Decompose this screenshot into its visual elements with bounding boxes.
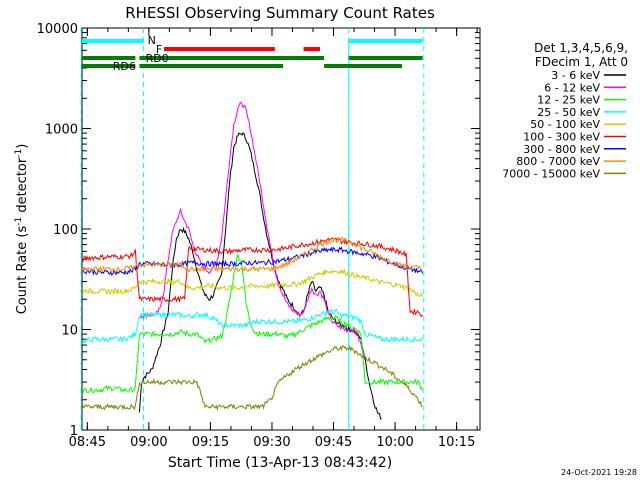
night-markers <box>80 28 425 430</box>
series-line <box>139 101 366 361</box>
legend-label: 12 - 25 keV <box>537 94 600 107</box>
series-line <box>81 237 424 318</box>
series-line <box>81 345 423 411</box>
series-line <box>81 236 423 274</box>
series-line <box>81 268 424 298</box>
y-tick-label: 10000 <box>37 22 78 37</box>
legend-label: 800 - 7000 keV <box>516 155 600 168</box>
y-axis-label: Count Rate (s-1 detector-1) <box>14 144 30 315</box>
series-line <box>138 132 382 420</box>
flag-label-flare: F <box>156 43 162 56</box>
legend-label: 3 - 6 keV <box>551 69 600 82</box>
x-tick-label: 09:30 <box>253 435 290 450</box>
x-tick-label: 09:15 <box>192 435 229 450</box>
x-tick-label: 10:00 <box>376 435 413 450</box>
y-axis-label-main: Count Rate (s <box>15 226 30 315</box>
y-tick-label: 10 <box>61 324 78 339</box>
legend-header-line2: FDecim 1, Att 0 <box>535 55 628 69</box>
flag-label-night: N <box>148 34 156 47</box>
axis-ticks: 08:45 09:00 09:15 09:30 09:45 10:00 10:15 1 10 10… <box>37 22 480 450</box>
y-axis-label-sup2: -1 <box>14 149 24 158</box>
series-line <box>81 254 424 394</box>
footer-timestamp: 24-Oct-2021 19:28 <box>561 468 637 477</box>
y-axis-label-sup1: -1 <box>14 217 24 226</box>
y-axis-label-end: ) <box>15 144 30 149</box>
legend-label: 300 - 800 keV <box>523 143 600 156</box>
x-tick-label: 09:45 <box>315 435 352 450</box>
legend-header-line1: Det 1,3,4,5,6,9, <box>534 41 628 55</box>
series-line <box>81 246 424 276</box>
legend-label: 50 - 100 keV <box>530 118 600 131</box>
legend-label: 100 - 300 keV <box>523 131 600 144</box>
flag-label-decimation: RD0 <box>146 52 169 65</box>
x-axis-label: Start Time (13-Apr-13 08:43:42) <box>168 455 392 471</box>
x-tick-label: 08:45 <box>69 435 106 450</box>
flag-label-saa: RD6 <box>113 60 136 73</box>
y-tick-label: 100 <box>53 223 78 238</box>
legend-label: 6 - 12 keV <box>544 81 600 94</box>
legend-label: 25 - 50 keV <box>537 106 600 119</box>
series-line <box>81 308 423 345</box>
y-axis-label-mid: detector <box>15 157 30 217</box>
plot-frame <box>81 27 481 431</box>
x-tick-label: 09:00 <box>130 435 167 450</box>
y-tick-label: 1 <box>70 424 78 439</box>
legend-label: 7000 - 15000 keV <box>502 167 600 180</box>
series-group <box>81 101 424 420</box>
y-tick-label: 1000 <box>45 123 78 138</box>
x-tick-label: 10:15 <box>438 435 475 450</box>
chart-title: RHESSI Observing Summary Count Rates <box>125 4 435 22</box>
